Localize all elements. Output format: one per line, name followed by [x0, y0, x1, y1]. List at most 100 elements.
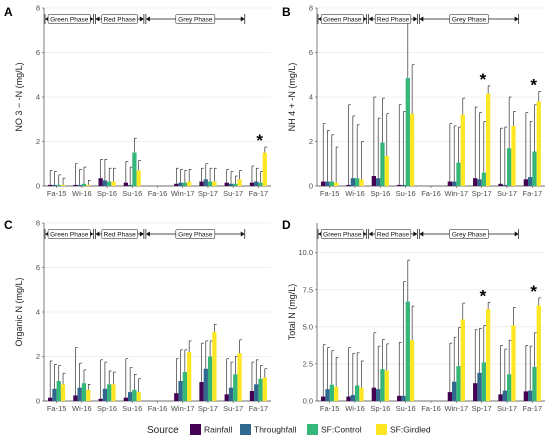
phase-label-box — [320, 229, 364, 239]
phase-arrow-right — [139, 231, 144, 237]
x-tick-label: Fa-16 — [148, 189, 168, 198]
bar — [384, 370, 389, 401]
bar — [511, 325, 516, 401]
bar — [178, 380, 183, 401]
bar — [346, 184, 351, 186]
y-tick-label: 8 — [309, 4, 313, 13]
x-tick-label: Su-16 — [122, 404, 142, 413]
bar — [371, 175, 377, 186]
bar — [397, 395, 402, 401]
x-tick-label: Su-17 — [497, 404, 517, 413]
x-tick-label: Su-17 — [223, 189, 243, 198]
x-tick-label: Wi-16 — [345, 404, 365, 413]
x-tick-label: Wi-16 — [72, 189, 92, 198]
y-tick-label: 2 — [36, 137, 40, 146]
phase-label: Grey Phase — [452, 16, 487, 23]
phase-label: Green Phase — [323, 16, 362, 23]
bar — [502, 390, 507, 401]
phase-label: Red Phase — [377, 16, 410, 23]
bar — [481, 172, 486, 186]
phase-arrow-left — [95, 231, 100, 237]
significance-star: * — [530, 75, 537, 94]
x-tick-label: Fa-16 — [148, 404, 168, 413]
bar — [498, 394, 503, 401]
significance-star: * — [256, 131, 263, 150]
bar — [60, 384, 66, 401]
x-tick-label: Wi-16 — [72, 404, 92, 413]
bar — [77, 184, 82, 186]
bar — [507, 148, 512, 186]
phase-label: Grey Phase — [178, 16, 213, 23]
y-tick-label: 8 — [36, 219, 40, 228]
bar — [123, 397, 128, 401]
x-tick-label: Fa-17 — [523, 404, 543, 413]
bar — [262, 377, 267, 401]
bar — [81, 183, 87, 186]
bar — [376, 389, 381, 401]
bar — [52, 388, 57, 401]
phase-label-box — [175, 14, 216, 24]
legend-swatch — [307, 424, 318, 435]
x-tick-label: Sp-16 — [370, 404, 390, 413]
bar — [48, 397, 53, 401]
legend-label: SF:Control — [321, 425, 362, 435]
bar — [127, 184, 133, 186]
bar — [536, 101, 541, 186]
x-tick-label: Su-16 — [396, 404, 416, 413]
bar — [212, 181, 217, 186]
panel-label: D — [282, 218, 291, 232]
y-tick-label: 8 — [36, 4, 40, 13]
bar — [460, 319, 465, 401]
panel-c: 0 2 4 6 8 Fa-15 Wi-16 Sp-16 Su-16 Fa-16 Win-17 Sp-1… — [4, 218, 271, 413]
bar — [262, 152, 267, 186]
legend-swatch — [240, 424, 251, 435]
bar — [132, 152, 137, 186]
bar — [102, 388, 108, 401]
bar — [456, 366, 461, 401]
bar — [258, 378, 263, 401]
phase-arrow-left — [419, 16, 424, 22]
bar — [401, 184, 406, 186]
bar — [199, 382, 204, 401]
bar — [212, 332, 217, 401]
bar — [532, 366, 537, 401]
y-axis-label: Organic N (mg/L) — [14, 277, 24, 346]
y-tick-label: 4 — [36, 308, 40, 317]
bar — [237, 353, 242, 401]
y-tick-label: 6 — [36, 263, 40, 272]
bar — [481, 362, 486, 401]
bar — [123, 182, 128, 186]
bar — [371, 387, 377, 401]
bar — [447, 181, 453, 186]
phase-label-box — [449, 14, 489, 24]
x-tick-label: Su-16 — [122, 189, 142, 198]
bar — [233, 183, 238, 186]
x-tick-label: Fa-15 — [320, 404, 340, 413]
bar — [473, 383, 478, 401]
phase-label-box — [101, 229, 138, 239]
bar — [325, 181, 330, 186]
bar — [111, 181, 116, 186]
x-tick-label: Su-17 — [223, 404, 243, 413]
bar — [325, 389, 330, 401]
x-tick-label: Su-17 — [497, 189, 517, 198]
phase-label: Grey Phase — [178, 231, 213, 238]
legend-label: Rainfall — [204, 425, 232, 435]
bar — [502, 184, 507, 186]
y-tick-label: 0 — [309, 182, 313, 191]
x-tick-label: Sp-17 — [472, 189, 492, 198]
y-tick-label: 2 — [309, 137, 313, 146]
bar — [178, 182, 183, 186]
phase-arrow-right — [413, 16, 418, 22]
bar — [460, 114, 465, 186]
bar — [485, 309, 491, 401]
bar — [498, 183, 503, 186]
bar — [98, 178, 103, 186]
phase-arrow-right — [514, 16, 519, 22]
phase-label-box — [320, 14, 364, 24]
bar — [136, 392, 141, 401]
x-tick-label: Win-17 — [171, 189, 195, 198]
bar — [409, 113, 415, 186]
bar — [102, 180, 108, 186]
